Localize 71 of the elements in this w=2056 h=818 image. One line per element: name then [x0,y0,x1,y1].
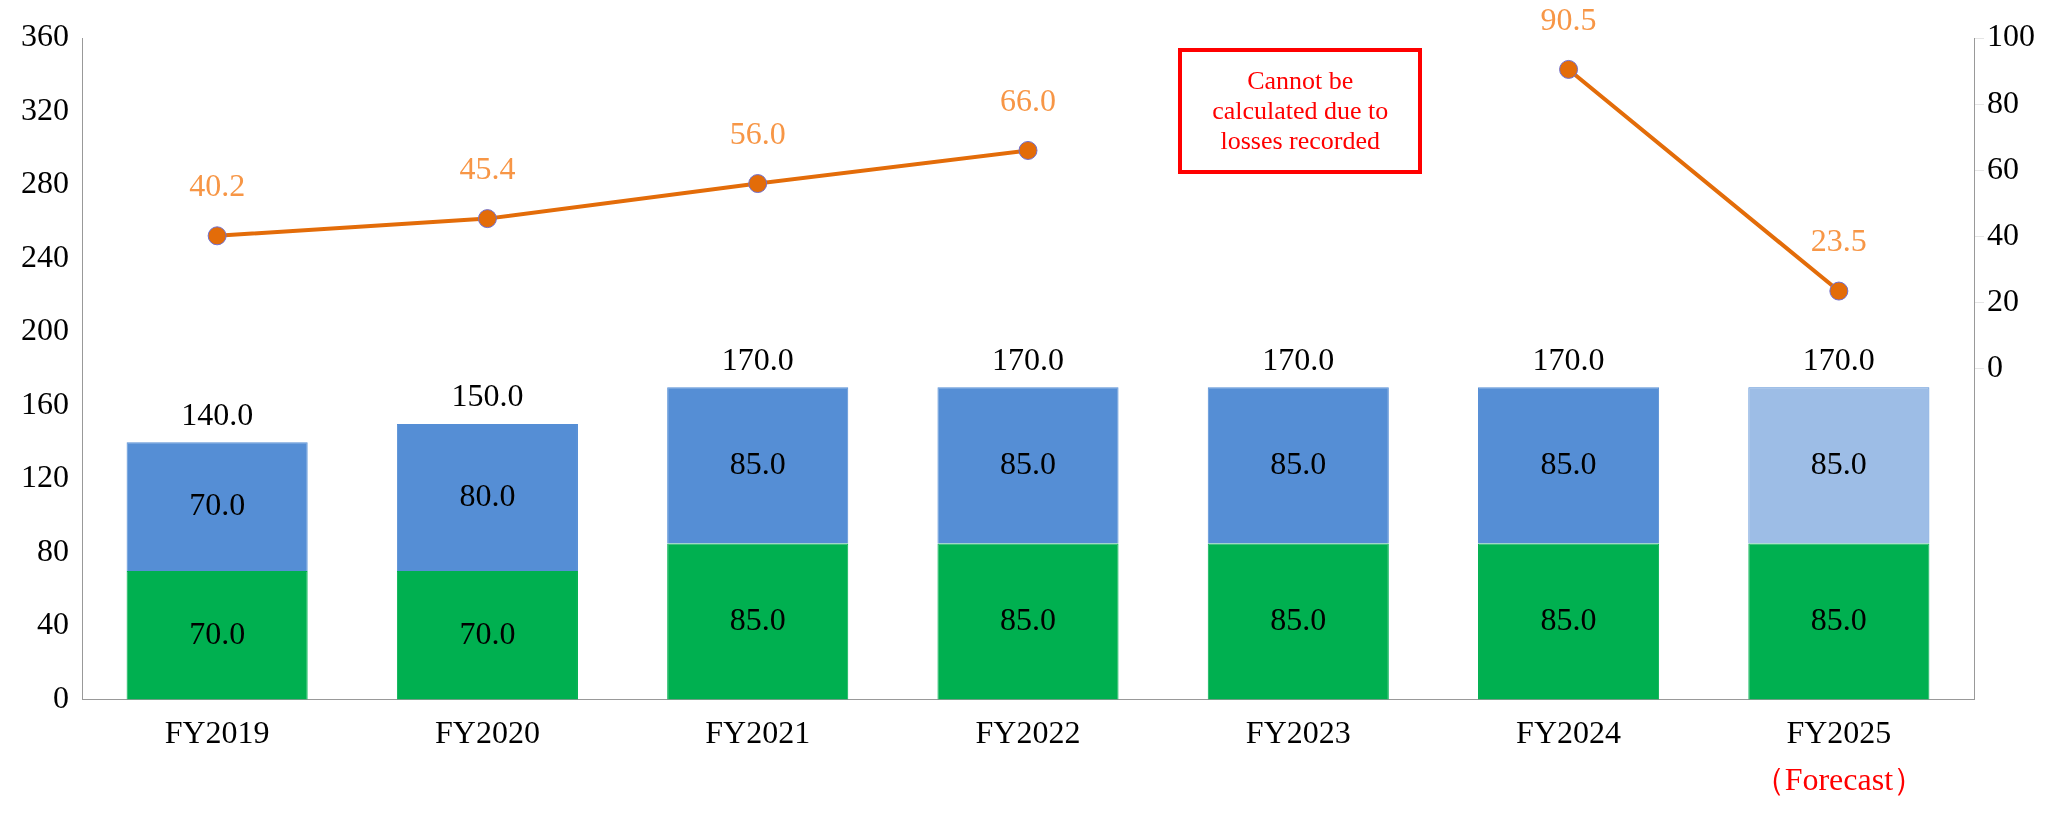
y-tick-label: 200 [21,311,69,348]
y2-tick-label: 60 [1987,149,2019,186]
y-tick-label: 320 [21,90,69,127]
bar [1478,387,1660,544]
y-tick-label: 360 [21,17,69,54]
bar [1207,543,1389,700]
data-label: 66.0 [1000,81,1056,118]
total-label: 170.0 [1262,340,1335,377]
y-tick-label: 280 [21,164,69,201]
point [748,174,768,194]
bar [126,442,308,571]
total-label: 170.0 [1532,340,1605,377]
bar [667,387,849,544]
y-tick-label: 160 [21,384,69,421]
total-label: 140.0 [181,395,254,432]
data-label: 85.0 [1810,444,1867,481]
x-tick-label: FY2020 [434,714,540,751]
point [1829,281,1849,301]
bar [1478,543,1660,700]
data-label: 85.0 [1540,600,1597,637]
point [207,226,227,246]
bar [126,570,308,700]
total-label: 150.0 [451,377,524,414]
data-label: 45.4 [459,150,516,187]
total-label: 170.0 [721,340,794,377]
y2-tick-label: 0 [1987,348,2003,385]
y-tick-label: 40 [37,605,69,642]
y2-tick-label: 20 [1987,282,2019,319]
y-tick-label: 0 [53,679,69,716]
x-tick-label: FY2021 [705,714,811,751]
data-label: 56.0 [729,114,786,151]
bar [937,387,1119,544]
text: （Forecast） [1751,759,1927,799]
y-tick-label: 120 [21,458,69,495]
y-tick-label: 240 [21,237,69,274]
y-tick-label: 80 [37,531,69,568]
y2-tick-label: 40 [1987,215,2019,252]
point [477,209,497,229]
bar [1207,387,1389,544]
data-label: 85.0 [1540,444,1597,481]
data-label: 40.2 [189,167,246,204]
bar [937,543,1119,700]
data-label: 85.0 [1000,600,1056,637]
x-tick-label: FY2023 [1245,714,1351,751]
point [1559,59,1579,79]
bar [667,543,849,700]
x-tick-label: FY2025 [1786,714,1892,751]
y2-tick-label: 100 [1987,17,2035,54]
data-label: 85.0 [729,444,786,481]
data-label: 85.0 [1270,444,1327,481]
data-label: 80.0 [459,476,516,513]
data-label: 90.5 [1540,0,1597,37]
total-label: 170.0 [1802,340,1875,377]
data-label: 85.0 [1270,600,1327,637]
data-label: 85.0 [1810,600,1867,637]
y2-tick-label: 80 [1987,83,2019,120]
x-tick-label: FY2019 [164,714,270,751]
bar [1748,543,1930,700]
data-label: 70.0 [189,614,246,651]
data-label: 23.5 [1810,222,1867,259]
x-tick-label: FY2022 [975,714,1081,751]
point [1018,140,1038,160]
data-label: 85.0 [1000,444,1056,481]
note-box: Cannot be calculated due to losses recorded [1178,48,1423,174]
bar [396,423,578,571]
data-label: 70.0 [459,614,516,651]
data-label: 85.0 [729,600,786,637]
bar [396,570,578,700]
total-label: 170.0 [992,340,1064,377]
x-tick-label: FY2024 [1516,714,1622,751]
data-label: 70.0 [189,486,246,523]
